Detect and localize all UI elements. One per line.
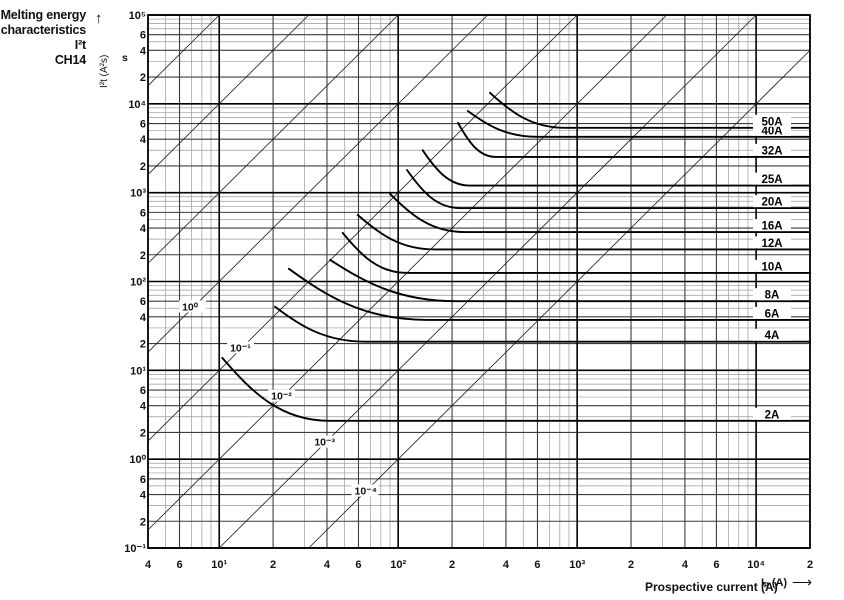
svg-text:6: 6 bbox=[140, 474, 146, 486]
svg-text:10⁻¹: 10⁻¹ bbox=[230, 343, 251, 355]
svg-text:4: 4 bbox=[140, 401, 147, 413]
svg-text:4: 4 bbox=[140, 490, 147, 502]
svg-text:2: 2 bbox=[449, 559, 455, 571]
svg-text:4: 4 bbox=[140, 223, 147, 235]
svg-text:2: 2 bbox=[140, 427, 146, 439]
curve-40A bbox=[466, 110, 811, 138]
svg-text:10⁻²: 10⁻² bbox=[271, 391, 292, 403]
chart-title-line1: Melting energy bbox=[0, 8, 87, 22]
rating-label-4A: 4A bbox=[765, 330, 780, 342]
svg-text:10³: 10³ bbox=[569, 559, 585, 571]
time-line-labels: 10⁰ 10⁻¹ 10⁻² 10⁻³ 10⁻⁴ bbox=[179, 300, 379, 498]
svg-text:10²: 10² bbox=[130, 277, 146, 289]
rating-label-6A: 6A bbox=[765, 308, 780, 320]
x-axis-label: Prospective current (A) bbox=[645, 580, 778, 594]
svg-text:2: 2 bbox=[140, 516, 146, 528]
curve-16A bbox=[389, 192, 811, 234]
curve-2A bbox=[221, 356, 811, 422]
svg-text:6: 6 bbox=[176, 559, 182, 571]
svg-text:4: 4 bbox=[140, 45, 147, 57]
svg-text:10²: 10² bbox=[390, 559, 406, 571]
plot-border bbox=[147, 14, 811, 549]
svg-text:2: 2 bbox=[140, 339, 146, 351]
svg-text:10⁰: 10⁰ bbox=[129, 454, 146, 466]
curve-10A bbox=[341, 231, 811, 274]
svg-text:2: 2 bbox=[140, 161, 146, 173]
chart-title: Melting energy characteristics I²t CH14 bbox=[0, 8, 87, 68]
curve-6A bbox=[287, 267, 811, 321]
x-tick-labels: 4 6 10¹ 2 4 6 10² 2 4 6 10³ 2 4 6 10⁴ 2 bbox=[145, 559, 813, 571]
svg-text:10⁻³: 10⁻³ bbox=[314, 437, 335, 449]
y-axis-arrow-icon: ↑ bbox=[95, 10, 103, 27]
curve-50A bbox=[489, 91, 811, 129]
svg-text:2: 2 bbox=[270, 559, 276, 571]
svg-text:4: 4 bbox=[145, 559, 152, 571]
svg-text:4: 4 bbox=[503, 559, 510, 571]
svg-text:6: 6 bbox=[140, 119, 146, 131]
curve-8A bbox=[329, 258, 811, 303]
y-axis-unit: s bbox=[122, 52, 128, 64]
svg-text:2: 2 bbox=[628, 559, 634, 571]
rating-label-12A: 12A bbox=[761, 238, 782, 250]
rating-label-2A: 2A bbox=[765, 409, 780, 421]
svg-text:10¹: 10¹ bbox=[130, 365, 146, 377]
y-tick-labels: 10⁵ 6 4 2 10⁴ 6 4 2 10³ 6 4 2 10² 6 4 2 10¹ 6 4 2 10⁰ 6 4 2 10⁻¹ bbox=[124, 10, 147, 555]
rating-label-16A: 16A bbox=[761, 221, 782, 233]
svg-text:6: 6 bbox=[140, 207, 146, 219]
rating-label-32A: 32A bbox=[761, 145, 782, 157]
svg-text:6: 6 bbox=[713, 559, 719, 571]
svg-text:10⁴: 10⁴ bbox=[128, 99, 146, 111]
svg-text:6: 6 bbox=[140, 385, 146, 397]
x-axis-arrow-icon: ⟶ bbox=[792, 574, 813, 590]
svg-text:4: 4 bbox=[682, 559, 689, 571]
svg-text:2: 2 bbox=[140, 72, 146, 84]
svg-text:10⁰: 10⁰ bbox=[182, 301, 199, 313]
svg-text:6: 6 bbox=[355, 559, 361, 571]
svg-text:10⁻⁴: 10⁻⁴ bbox=[354, 486, 376, 498]
rating-label-50A: 50A bbox=[761, 116, 782, 128]
x-axis-symbol: Iₚ (A) bbox=[761, 577, 788, 589]
rating-label-40A: 40A bbox=[761, 125, 782, 137]
svg-text:2: 2 bbox=[140, 250, 146, 262]
rating-label-25A: 25A bbox=[761, 174, 782, 186]
rating-label-8A: 8A bbox=[765, 290, 780, 302]
svg-text:4: 4 bbox=[140, 134, 147, 146]
fuse-curves bbox=[221, 91, 811, 422]
curve-25A bbox=[421, 149, 811, 187]
svg-text:4: 4 bbox=[324, 559, 331, 571]
svg-text:6: 6 bbox=[534, 559, 540, 571]
curve-12A bbox=[356, 214, 811, 251]
curve-20A bbox=[406, 169, 811, 210]
chart-title-line3: CH14 bbox=[54, 53, 86, 67]
svg-text:10⁻¹: 10⁻¹ bbox=[124, 543, 146, 555]
svg-text:10⁵: 10⁵ bbox=[129, 10, 146, 22]
curve-4A bbox=[274, 305, 811, 343]
rating-label-20A: 20A bbox=[761, 197, 782, 209]
svg-text:10³: 10³ bbox=[130, 188, 146, 200]
svg-text:4: 4 bbox=[140, 312, 147, 324]
svg-text:6: 6 bbox=[140, 30, 146, 42]
svg-text:10¹: 10¹ bbox=[211, 559, 227, 571]
svg-text:2: 2 bbox=[807, 559, 813, 571]
rating-label-10A: 10A bbox=[761, 261, 782, 273]
curve-32A bbox=[457, 121, 811, 158]
chart-title-line2: characteristics I²t bbox=[0, 23, 86, 52]
svg-text:6: 6 bbox=[140, 296, 146, 308]
svg-text:10⁴: 10⁴ bbox=[747, 559, 765, 571]
